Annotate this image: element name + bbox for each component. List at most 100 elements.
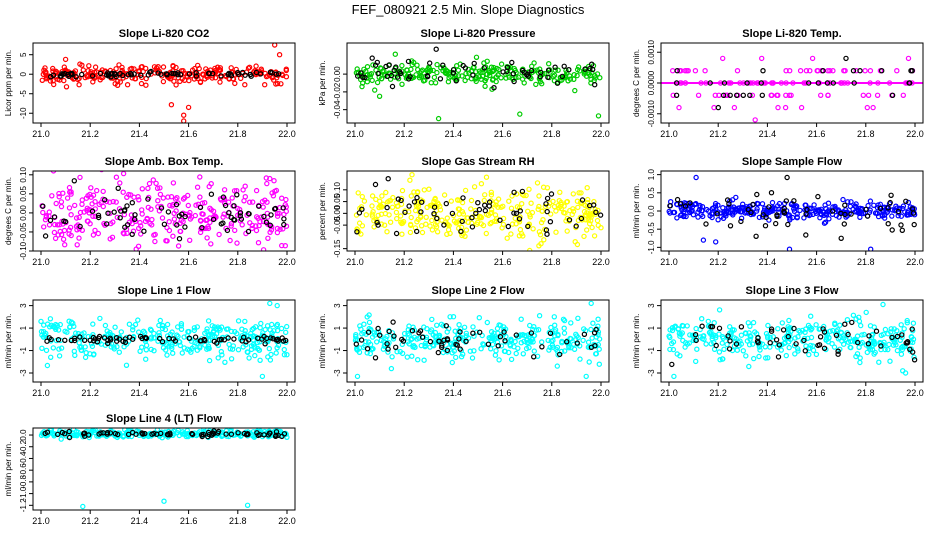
data-point [198, 432, 205, 438]
data-point [457, 329, 463, 335]
plot-frame [32, 299, 296, 383]
data-point [469, 224, 476, 230]
data-point [423, 221, 429, 227]
data-point [693, 200, 699, 207]
data-point [253, 187, 260, 194]
outlier-point [181, 118, 187, 123]
data-point [71, 337, 78, 344]
y-tick-label: 0.0 [19, 429, 28, 441]
y-tick-label: -3 [333, 369, 342, 377]
data-point [170, 233, 176, 239]
data-point [145, 185, 151, 192]
data-point [44, 362, 51, 369]
data-point [124, 203, 130, 209]
data-point [511, 189, 517, 195]
data-point [802, 348, 809, 354]
data-point [71, 432, 78, 439]
data-point [552, 64, 558, 70]
data-point [369, 203, 375, 209]
chart-title: Slope Sample Flow [742, 156, 843, 168]
data-point [81, 209, 87, 215]
data-point [358, 70, 364, 76]
data-point [58, 73, 64, 79]
y-tick-label: 0 [19, 71, 28, 76]
data-point [788, 92, 794, 99]
y-tick-label: -0.2 [19, 439, 28, 453]
data-point [790, 80, 796, 86]
data-point [797, 207, 803, 214]
data-point [536, 193, 542, 199]
data-point [395, 196, 401, 202]
data-point [365, 329, 372, 335]
data-point [422, 340, 428, 347]
data-point [88, 185, 94, 191]
data-point [269, 74, 275, 81]
data-point [908, 334, 915, 340]
data-point [210, 208, 217, 214]
data-point [409, 353, 415, 359]
x-tick-label: 21.6 [494, 129, 512, 139]
data-point [238, 216, 245, 222]
data-point [250, 333, 257, 340]
data-point [90, 192, 97, 198]
data-point [385, 346, 391, 352]
data-point [586, 359, 592, 365]
data-point [721, 80, 728, 86]
data-point [258, 320, 264, 327]
data-point [801, 215, 807, 221]
data-point [907, 346, 913, 352]
data-point [421, 324, 427, 330]
data-point [481, 65, 487, 71]
data-point [138, 64, 144, 70]
series-all-samples [666, 174, 918, 251]
data-point [249, 225, 255, 232]
data-point [476, 213, 483, 219]
data-point [429, 217, 435, 224]
outlier-point [868, 246, 874, 251]
data-point [360, 74, 366, 81]
data-point [108, 344, 114, 350]
data-point [667, 346, 673, 353]
data-point [366, 339, 372, 345]
data-point [39, 345, 45, 351]
data-point [498, 343, 505, 349]
data-point [369, 213, 376, 219]
data-point [564, 228, 570, 234]
data-point [837, 322, 843, 328]
data-point [495, 330, 501, 336]
data-point [182, 213, 188, 220]
data-point [871, 202, 877, 208]
data-point [159, 325, 166, 332]
data-point [391, 333, 397, 339]
data-point [878, 332, 885, 338]
data-point [590, 320, 596, 326]
data-point [872, 349, 878, 356]
data-point [175, 333, 181, 340]
data-point [228, 223, 234, 229]
data-point [428, 79, 434, 86]
series-all-samples [352, 300, 603, 380]
x-tick-label: 21.6 [808, 129, 826, 139]
data-point [726, 201, 732, 207]
data-point [910, 339, 916, 346]
data-point [568, 320, 574, 326]
data-point [759, 92, 766, 99]
data-point [379, 193, 385, 199]
data-point [388, 365, 395, 372]
data-point [453, 78, 459, 84]
data-point [481, 60, 487, 66]
data-point [257, 357, 263, 363]
data-point [405, 330, 411, 337]
data-point [525, 208, 531, 214]
data-point [398, 197, 404, 204]
data-point [528, 200, 534, 206]
data-point [494, 65, 500, 72]
data-point [856, 318, 863, 324]
data-point [470, 330, 476, 336]
data-point [356, 220, 363, 226]
data-point [539, 344, 545, 350]
data-point [54, 222, 61, 228]
data-point [392, 51, 398, 57]
data-point [375, 222, 381, 228]
